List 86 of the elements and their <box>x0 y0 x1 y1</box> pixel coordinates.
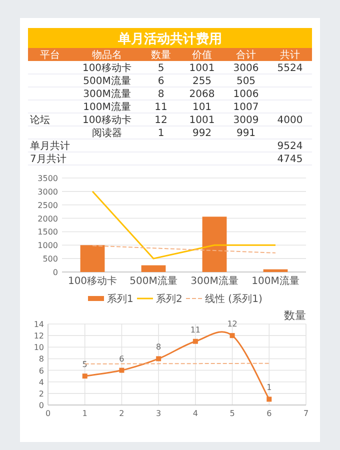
category-label: 合计 <box>236 49 256 61</box>
text: 12 <box>154 115 168 126</box>
text: 100移动卡 <box>82 115 132 126</box>
y-tick-label: 1500 <box>38 228 58 237</box>
legend-label: 系列1 <box>107 293 134 305</box>
text: 1006 <box>233 89 259 100</box>
point <box>119 368 124 373</box>
text: 1 <box>158 128 164 139</box>
text: 100移动卡 <box>82 63 132 74</box>
text: 1001 <box>189 63 215 74</box>
category-label: 价值 <box>191 49 212 61</box>
text: 1001 <box>189 115 215 126</box>
data-label: 6 <box>119 354 124 364</box>
y-tick-label: 3500 <box>38 174 58 183</box>
text: 100M流量 <box>83 102 131 113</box>
x-tick-label: 7 <box>303 409 309 418</box>
y-tick-label: 6 <box>38 366 44 376</box>
data-label: 1 <box>266 383 272 392</box>
x-tick-label: 500M流量 <box>130 275 178 287</box>
text: 505 <box>236 76 256 87</box>
y-tick-label: 2500 <box>38 200 58 210</box>
y-tick-label: 4 <box>38 378 44 387</box>
text: 单月活动共计费用 <box>117 31 222 47</box>
text: 4745 <box>277 154 303 165</box>
text: 300M流量 <box>83 89 131 100</box>
point <box>156 356 162 362</box>
y-tick-label: 2000 <box>38 214 58 224</box>
point <box>192 338 198 344</box>
text: 8 <box>158 89 164 100</box>
chart-title: 数量 <box>284 309 306 322</box>
y-tick-label: 0 <box>52 268 58 277</box>
x-tick-label: 1 <box>82 409 88 418</box>
text: 101 <box>192 102 212 113</box>
data-label: 11 <box>190 325 201 334</box>
text: 单月共计 <box>30 141 70 152</box>
category-label: 共计 <box>280 49 300 61</box>
text: 3006 <box>233 63 259 74</box>
y-tick-label: 14 <box>34 320 44 329</box>
text: 阅读器 <box>92 128 122 139</box>
y-tick-label: 2 <box>38 389 44 398</box>
category-label: 数量 <box>151 50 171 61</box>
text: 6 <box>158 76 164 87</box>
data-label: 8 <box>156 342 162 352</box>
text: 500M流量 <box>83 76 131 87</box>
y-tick-label: 8 <box>38 354 44 364</box>
text: 992 <box>192 128 212 139</box>
x-tick-label: 100移动卡 <box>68 275 118 287</box>
x-tick-label: 300M流量 <box>190 275 238 287</box>
text: 4000 <box>277 115 303 126</box>
text: 1007 <box>233 102 259 113</box>
y-tick-label: 12 <box>34 332 44 341</box>
y-tick-label: 10 <box>34 343 44 352</box>
data-label: 12 <box>227 320 238 329</box>
text: 991 <box>236 128 256 139</box>
y-tick-label: 0 <box>38 401 44 410</box>
text: 7月共计 <box>30 154 66 165</box>
x-tick-label: 5 <box>230 409 235 418</box>
bar <box>80 245 105 272</box>
text: 9524 <box>277 141 303 152</box>
category-label: 物品名 <box>92 49 122 61</box>
line-series <box>92 245 276 254</box>
bar <box>263 269 288 272</box>
y-tick-label: 1000 <box>38 241 58 250</box>
point <box>230 333 235 338</box>
bar <box>202 216 227 272</box>
text: 11 <box>154 102 168 113</box>
text: 5 <box>158 63 164 74</box>
text: 3009 <box>233 115 259 126</box>
x-tick-label: 4 <box>192 409 198 418</box>
point <box>82 374 88 379</box>
x-tick-label: 6 <box>266 409 272 418</box>
x-tick-label: 100M流量 <box>252 275 300 287</box>
legend-label: 线性 (系列1) <box>205 293 262 305</box>
text: 5524 <box>277 63 303 74</box>
text: 255 <box>192 76 212 87</box>
x-tick-label: 3 <box>156 409 162 418</box>
point <box>266 396 272 402</box>
text: 2068 <box>189 89 215 100</box>
legend-label: 系列2 <box>156 293 182 305</box>
text: 论坛 <box>30 115 50 126</box>
bar <box>141 265 166 272</box>
y-tick-label: 3000 <box>38 187 58 196</box>
data-label: 5 <box>82 360 88 370</box>
y-tick-label: 500 <box>42 254 58 264</box>
category-label: 平台 <box>40 49 60 61</box>
x-tick-label: 2 <box>119 409 124 418</box>
